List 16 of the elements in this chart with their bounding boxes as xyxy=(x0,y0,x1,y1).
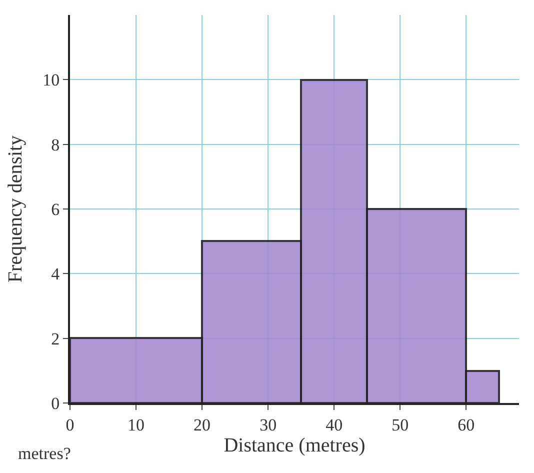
x-tick-label: 10 xyxy=(128,415,145,434)
y-tick-label: 4 xyxy=(51,264,60,284)
x-tick-label: 40 xyxy=(326,415,343,434)
x-tick-label: 20 xyxy=(194,415,211,434)
x-tick-label: 0 xyxy=(66,415,74,434)
y-tick-label: 0 xyxy=(51,394,60,413)
y-tick-label: 10 xyxy=(42,70,60,90)
x-tick-label: 30 xyxy=(260,415,277,434)
text: metres? xyxy=(18,444,71,463)
x-axis-title: Distance (metres) xyxy=(224,434,366,456)
x-tick-label: 60 xyxy=(458,415,475,434)
y-tick-label: 8 xyxy=(51,135,60,154)
x-tick-label: 50 xyxy=(392,415,409,434)
y-axis-title: Frequency density xyxy=(4,135,27,283)
y-tick-label: 6 xyxy=(51,200,60,219)
y-tick-label: 2 xyxy=(51,329,60,348)
